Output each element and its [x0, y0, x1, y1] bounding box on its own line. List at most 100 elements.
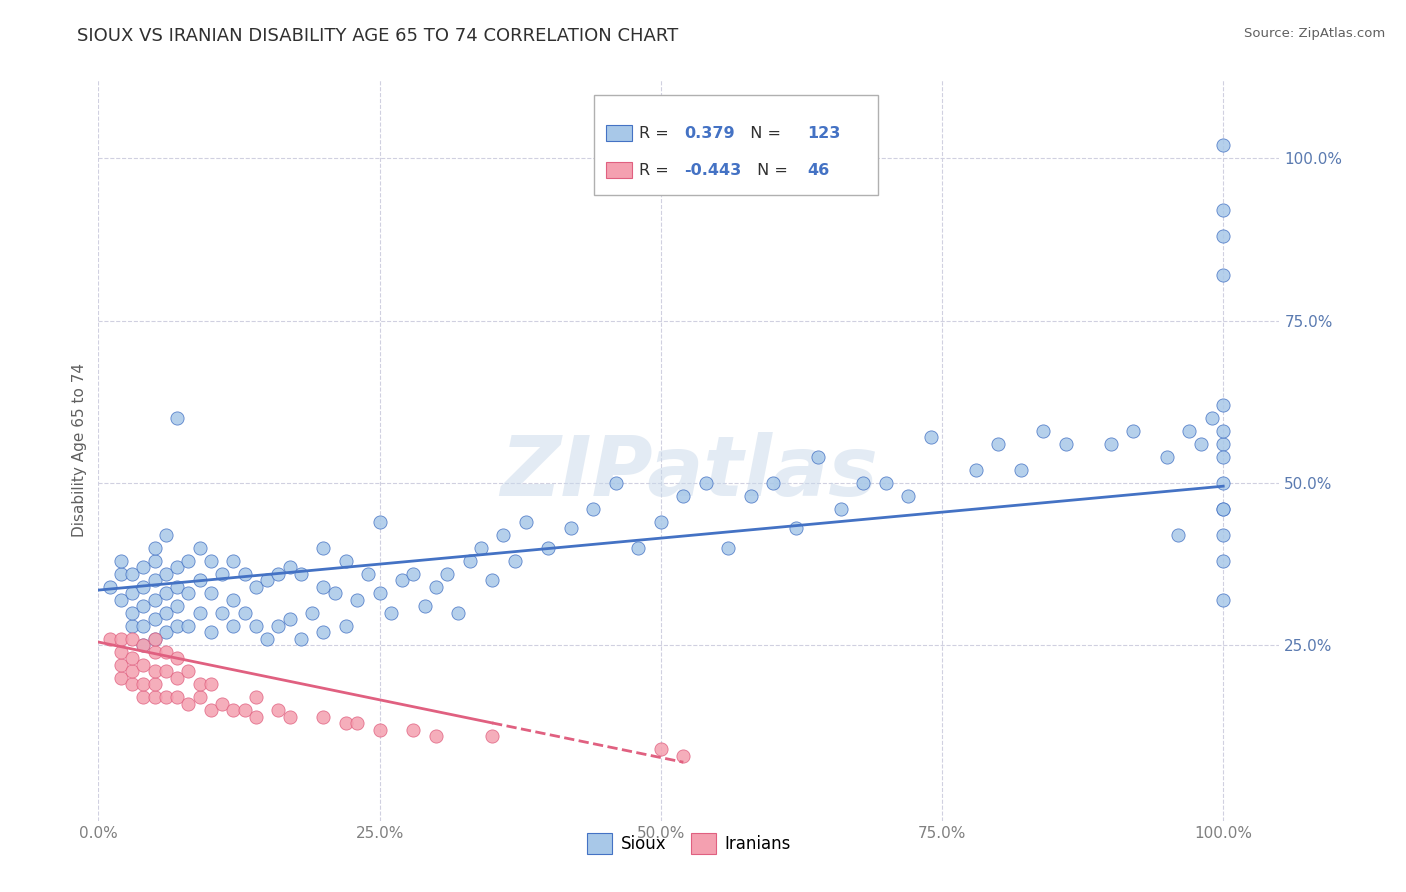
Point — [121, 651, 143, 665]
Point — [233, 606, 256, 620]
FancyBboxPatch shape — [606, 125, 633, 141]
Point — [537, 541, 560, 555]
Point — [740, 489, 762, 503]
Point — [177, 665, 200, 679]
Point — [368, 515, 391, 529]
Point — [132, 657, 155, 672]
Point — [245, 580, 267, 594]
Point — [695, 475, 717, 490]
Point — [166, 599, 188, 614]
Point — [1212, 437, 1234, 451]
Point — [256, 574, 278, 588]
Point — [290, 632, 312, 646]
Point — [346, 592, 368, 607]
Text: 0.379: 0.379 — [685, 126, 735, 141]
Point — [166, 619, 188, 633]
Point — [1178, 424, 1201, 438]
Point — [222, 592, 245, 607]
Point — [166, 690, 188, 705]
Point — [267, 566, 290, 581]
Point — [402, 566, 425, 581]
Point — [188, 690, 211, 705]
Point — [481, 574, 503, 588]
Point — [391, 574, 413, 588]
Point — [785, 521, 807, 535]
Point — [245, 690, 267, 705]
FancyBboxPatch shape — [595, 95, 877, 195]
Point — [200, 677, 222, 691]
Point — [368, 723, 391, 737]
Point — [1099, 437, 1122, 451]
Text: 46: 46 — [807, 162, 830, 178]
Y-axis label: Disability Age 65 to 74: Disability Age 65 to 74 — [72, 363, 87, 538]
Point — [143, 612, 166, 626]
Point — [402, 723, 425, 737]
Point — [897, 489, 920, 503]
Point — [132, 599, 155, 614]
Point — [1212, 424, 1234, 438]
Point — [211, 606, 233, 620]
Point — [166, 671, 188, 685]
Point — [177, 554, 200, 568]
Point — [200, 586, 222, 600]
Point — [503, 554, 526, 568]
Point — [110, 657, 132, 672]
Point — [1212, 502, 1234, 516]
Point — [155, 586, 177, 600]
Point — [143, 645, 166, 659]
Point — [515, 515, 537, 529]
Point — [110, 554, 132, 568]
Point — [1212, 592, 1234, 607]
Point — [1212, 398, 1234, 412]
Point — [425, 580, 447, 594]
Point — [346, 716, 368, 731]
Point — [335, 716, 357, 731]
Point — [98, 632, 121, 646]
Point — [1212, 502, 1234, 516]
Point — [650, 515, 672, 529]
Text: -0.443: -0.443 — [685, 162, 741, 178]
Point — [211, 566, 233, 581]
Point — [256, 632, 278, 646]
Point — [121, 677, 143, 691]
Text: ZIPatlas: ZIPatlas — [501, 432, 877, 513]
Point — [200, 703, 222, 717]
Point — [200, 554, 222, 568]
Point — [132, 560, 155, 574]
Point — [1054, 437, 1077, 451]
Point — [492, 528, 515, 542]
Point — [357, 566, 380, 581]
Point — [458, 554, 481, 568]
Point — [1156, 450, 1178, 464]
Point — [188, 677, 211, 691]
Point — [121, 632, 143, 646]
Point — [1201, 411, 1223, 425]
Point — [807, 450, 830, 464]
Text: SIOUX VS IRANIAN DISABILITY AGE 65 TO 74 CORRELATION CHART: SIOUX VS IRANIAN DISABILITY AGE 65 TO 74… — [77, 27, 679, 45]
Point — [368, 586, 391, 600]
Point — [1122, 424, 1144, 438]
Point — [1212, 203, 1234, 218]
Point — [245, 619, 267, 633]
Point — [143, 632, 166, 646]
Point — [155, 606, 177, 620]
Point — [155, 528, 177, 542]
Point — [166, 651, 188, 665]
Point — [155, 665, 177, 679]
Point — [267, 619, 290, 633]
Point — [211, 697, 233, 711]
Point — [233, 566, 256, 581]
Point — [290, 566, 312, 581]
Point — [1212, 450, 1234, 464]
Point — [278, 710, 301, 724]
Point — [830, 502, 852, 516]
Point — [323, 586, 346, 600]
Point — [278, 612, 301, 626]
Point — [582, 502, 605, 516]
Point — [672, 748, 695, 763]
Point — [267, 703, 290, 717]
Point — [233, 703, 256, 717]
Point — [143, 665, 166, 679]
Point — [166, 580, 188, 594]
Point — [762, 475, 785, 490]
